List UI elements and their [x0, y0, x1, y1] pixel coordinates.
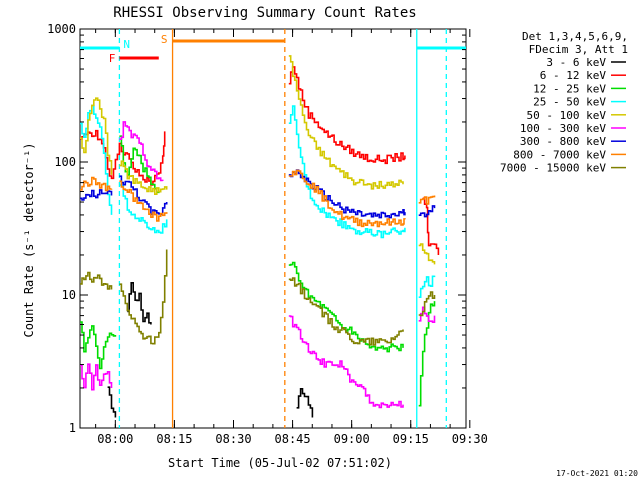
legend-label-1: 6 - 12 keV — [540, 69, 607, 82]
series-line-0-0 — [127, 282, 152, 325]
series-line-4-3 — [418, 243, 436, 265]
series-line-4-1 — [119, 160, 168, 195]
y-tick-label-1: 10 — [62, 288, 76, 302]
flag-label-F: F — [109, 52, 116, 65]
series-line-8-0 — [80, 271, 113, 290]
plot-area — [79, 28, 467, 429]
y-tick-label-3: 1000 — [47, 22, 76, 36]
series-line-7-3 — [418, 195, 436, 205]
y-axis-label: Count Rate (s⁻¹ detector⁻¹) — [22, 142, 36, 337]
x-axis-label: Start Time (05-Jul-02 07:51:02) — [168, 456, 392, 470]
x-tick-label-1: 08:15 — [156, 432, 192, 446]
series-line-4-2 — [288, 55, 404, 190]
plot-frame — [79, 28, 467, 429]
series-line-0-2 — [296, 388, 314, 418]
x-tick-label-4: 09:00 — [334, 432, 370, 446]
series-line-2-0 — [80, 321, 117, 370]
series-line-8-3 — [418, 291, 436, 317]
legend: Det 1,3,4,5,6,9,FDecim 3, Att 13 - 6 keV… — [500, 30, 628, 175]
y-tick-label-0: 1 — [69, 421, 76, 435]
series-line-6-0 — [80, 189, 113, 201]
series-line-2-2 — [288, 261, 404, 353]
series-group — [80, 55, 440, 418]
legend-label-3: 25 - 50 keV — [533, 96, 606, 109]
series-line-5-1 — [119, 121, 164, 182]
series-line-1-0 — [80, 129, 166, 186]
y-tick-label-2: 100 — [54, 155, 76, 169]
series-line-8-2 — [288, 277, 404, 346]
series-line-3-0 — [80, 104, 113, 215]
legend-label-2: 12 - 25 keV — [533, 82, 606, 95]
series-line-7-2 — [288, 169, 406, 228]
legend-label-8: 7000 - 15000 keV — [500, 162, 606, 175]
flag-label-N: N — [123, 38, 130, 51]
series-line-0-1 — [107, 386, 117, 418]
series-line-1-2 — [422, 197, 440, 255]
series-line-6-3 — [418, 205, 436, 218]
series-line-3-1 — [119, 184, 168, 234]
series-line-4-0 — [80, 97, 113, 175]
legend-label-0: 3 - 6 keV — [546, 56, 606, 69]
legend-header-1: FDecim 3, Att 1 — [529, 43, 628, 56]
event-lines — [118, 29, 447, 428]
chart-title: RHESSI Observing Summary Count Rates — [113, 5, 416, 21]
axes: 08:00 08:15 08:30 08:45 09:00 09:15 09:30 1 10 10… — [47, 22, 488, 446]
series-line-6-2 — [288, 169, 406, 219]
x-tick-label-5: 09:15 — [393, 432, 429, 446]
legend-label-7: 800 - 7000 keV — [513, 148, 606, 161]
legend-label-4: 50 - 100 keV — [527, 109, 607, 122]
x-tick-label-2: 08:30 — [215, 432, 251, 446]
x-tick-label-3: 08:45 — [275, 432, 311, 446]
series-line-2-3 — [418, 301, 436, 407]
series-line-5-2 — [288, 315, 404, 409]
legend-header-0: Det 1,3,4,5,6,9, — [522, 30, 628, 43]
flag-label-S: S — [161, 33, 168, 46]
series-line-7-0 — [80, 176, 113, 192]
flag-bars: NF S — [80, 33, 466, 65]
series-line-3-3 — [418, 275, 436, 298]
series-line-6-1 — [119, 175, 168, 216]
x-tick-label-0: 08:00 — [97, 432, 133, 446]
render-timestamp: 17-Oct-2021 01:20 — [556, 469, 638, 478]
x-tick-label-6: 09:30 — [452, 432, 488, 446]
legend-label-5: 100 - 300 keV — [520, 122, 606, 135]
series-line-1-1 — [288, 66, 406, 165]
series-line-8-1 — [119, 249, 168, 345]
series-line-5-0 — [80, 363, 113, 391]
series-line-7-1 — [119, 180, 168, 222]
series-line-3-2 — [288, 105, 406, 239]
legend-label-6: 300 - 800 keV — [520, 135, 606, 148]
series-line-5-3 — [418, 306, 436, 323]
